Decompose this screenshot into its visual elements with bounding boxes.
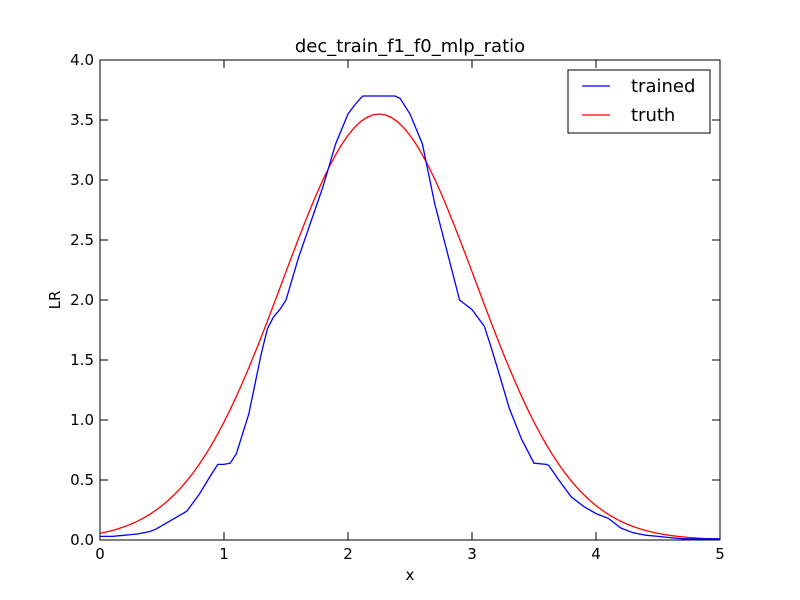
x-tick-label: 2 xyxy=(343,545,353,563)
chart-title: dec_train_f1_f0_mlp_ratio xyxy=(295,36,525,57)
x-tick-label: 5 xyxy=(715,545,725,563)
y-tick-label: 1.0 xyxy=(70,411,94,429)
series-line-trained xyxy=(100,95,720,540)
x-tick-label: 1 xyxy=(219,545,229,563)
plot-area: 0 1 2 3 4 5 0.0 0.5 1.0 1.5 2.0 2.5 3.0 3.5 4.0 xyxy=(70,51,725,563)
legend: trained truth xyxy=(567,69,711,134)
legend-label-trained: trained xyxy=(631,76,695,97)
y-axis-title: LR xyxy=(46,291,64,310)
y-tick-label: 0.5 xyxy=(70,471,94,489)
plot-background xyxy=(100,60,720,540)
series-line-truth xyxy=(99,113,721,540)
y-tick-label: 2.0 xyxy=(70,291,94,309)
y-tick-label: 4.0 xyxy=(70,51,94,69)
y-tick-label: 2.5 xyxy=(70,231,94,249)
x-tick-label: 4 xyxy=(591,545,601,563)
legend-label-truth: truth xyxy=(631,105,675,126)
x-axis-title: x xyxy=(406,566,415,584)
y-tick-label: 3.5 xyxy=(70,111,94,129)
y-tick-label: 1.5 xyxy=(70,351,94,369)
y-tick-label: 3.0 xyxy=(70,171,94,189)
series-layer xyxy=(99,95,721,540)
x-tick-label: 0 xyxy=(95,545,105,563)
ticks-layer: 0 1 2 3 4 5 0.0 0.5 1.0 1.5 2.0 2.5 3.0 3.5 4.0 xyxy=(70,51,725,563)
y-tick-label: 0.0 xyxy=(70,531,94,549)
x-tick-label: 3 xyxy=(467,545,477,563)
legend-frame xyxy=(567,69,711,134)
